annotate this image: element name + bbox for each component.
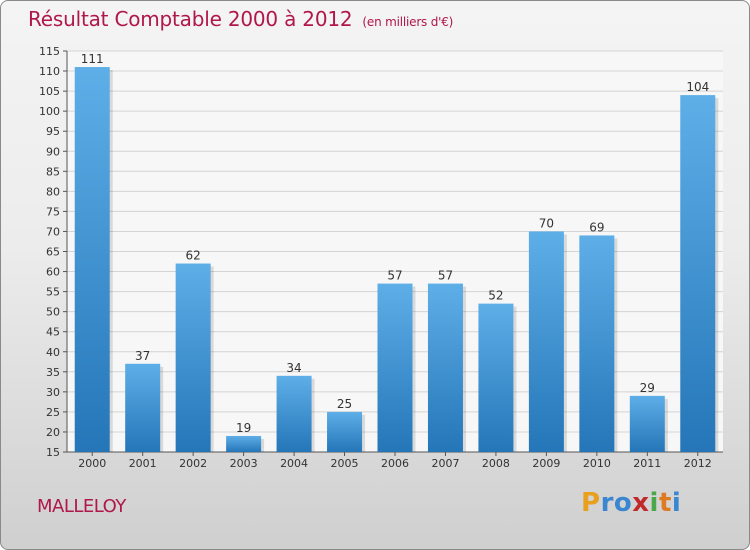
data-label: 69: [589, 220, 604, 234]
bar: [629, 395, 665, 452]
y-tick-label: 40: [46, 346, 60, 359]
y-tick-label: 75: [46, 205, 60, 218]
data-label: 52: [488, 289, 503, 303]
y-tick-label: 65: [46, 246, 60, 259]
x-tick-label: 2004: [280, 457, 308, 470]
data-label: 19: [236, 421, 251, 435]
bar: [276, 375, 312, 452]
x-tick-label: 2011: [633, 457, 661, 470]
y-tick-label: 95: [46, 125, 60, 138]
y-tick-label: 35: [46, 366, 60, 379]
y-tick-label: 105: [39, 85, 60, 98]
x-tick-label: 2000: [78, 457, 106, 470]
data-label: 70: [539, 216, 554, 230]
bar: [579, 235, 615, 452]
y-tick-label: 25: [46, 406, 60, 419]
bar: [427, 283, 463, 452]
data-label: 62: [186, 249, 201, 263]
y-tick-label: 80: [46, 185, 60, 198]
commune-name: MALLELOY: [37, 496, 126, 517]
data-label: 57: [438, 269, 453, 283]
data-label: 111: [81, 52, 104, 66]
data-label: 34: [286, 361, 301, 375]
data-label: 57: [387, 269, 402, 283]
bar: [175, 263, 211, 452]
x-tick-label: 2009: [532, 457, 560, 470]
x-tick-label: 2007: [431, 457, 459, 470]
bar: [478, 303, 514, 452]
y-tick-label: 70: [46, 225, 60, 238]
data-label: 104: [686, 80, 709, 94]
data-label: 29: [640, 381, 655, 395]
bar: [327, 411, 363, 452]
bar: [125, 363, 161, 452]
x-tick-label: 2003: [230, 457, 258, 470]
y-tick-label: 60: [46, 266, 60, 279]
y-tick-label: 85: [46, 165, 60, 178]
y-tick-label: 15: [46, 446, 60, 459]
y-tick-label: 50: [46, 306, 60, 319]
y-tick-label: 45: [46, 326, 60, 339]
x-tick-label: 2010: [583, 457, 611, 470]
chart-title: Résultat Comptable 2000 à 2012 (en millie…: [28, 7, 453, 31]
x-tick-label: 2001: [129, 457, 157, 470]
chart-title-text: Résultat Comptable 2000 à 2012: [28, 7, 353, 31]
x-tick-label: 2008: [482, 457, 510, 470]
proxiti-logo: Proxiti: [581, 488, 682, 518]
x-tick-label: 2005: [331, 457, 359, 470]
y-tick-label: 115: [39, 45, 60, 58]
y-tick-label: 55: [46, 286, 60, 299]
x-tick-label: 2012: [684, 457, 712, 470]
x-tick-label: 2006: [381, 457, 409, 470]
y-tick-label: 30: [46, 386, 60, 399]
x-tick-label: 2002: [179, 457, 207, 470]
y-tick-label: 90: [46, 145, 60, 158]
data-label: 25: [337, 397, 352, 411]
chart-subtitle: (en milliers d'€): [362, 15, 454, 29]
bar: [377, 283, 413, 452]
y-tick-label: 20: [46, 426, 60, 439]
y-tick-label: 100: [39, 105, 60, 118]
bar: [74, 67, 110, 452]
bar: [680, 95, 716, 453]
data-label: 37: [135, 349, 150, 363]
bar: [528, 231, 564, 452]
bar: [226, 435, 262, 452]
y-tick-label: 110: [39, 65, 60, 78]
